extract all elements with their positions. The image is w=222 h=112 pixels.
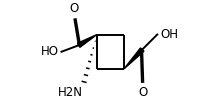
Polygon shape: [77, 34, 97, 47]
Polygon shape: [124, 48, 144, 69]
Text: O: O: [70, 2, 79, 15]
Text: H2N: H2N: [58, 86, 83, 99]
Text: OH: OH: [160, 28, 178, 41]
Text: HO: HO: [41, 45, 59, 58]
Text: O: O: [139, 86, 148, 99]
